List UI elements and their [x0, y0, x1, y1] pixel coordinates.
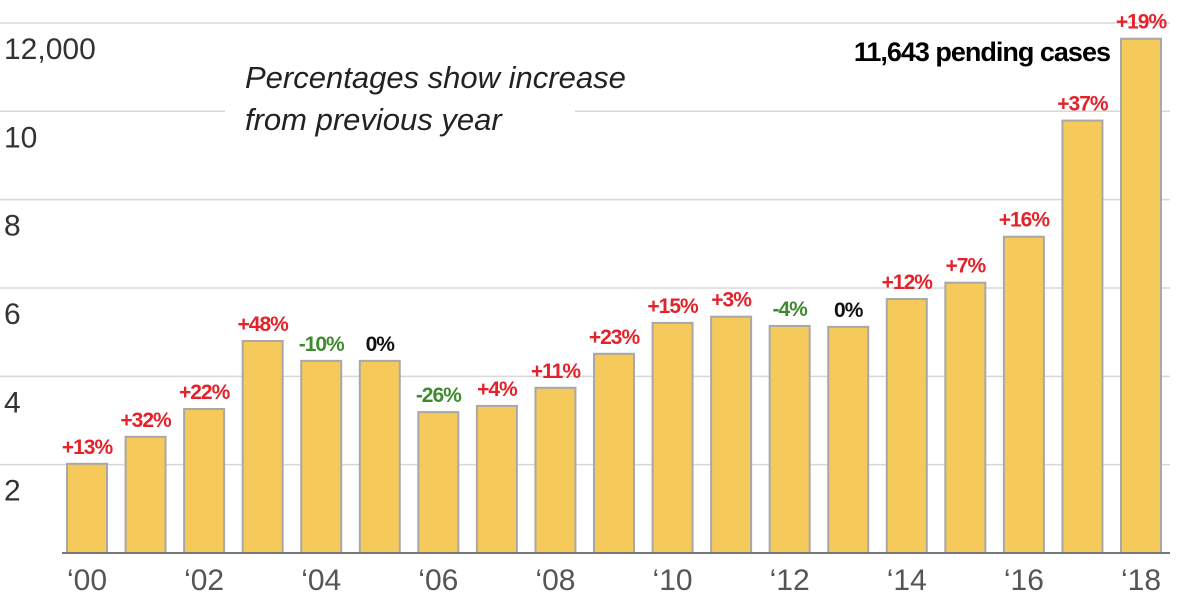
change-label: +3%	[711, 289, 752, 312]
bar	[827, 325, 870, 554]
annotation-bg	[800, 28, 1116, 72]
note: Percentages show increase	[245, 60, 626, 95]
change-label: +32%	[120, 409, 172, 432]
y-tick-label: 4	[4, 386, 21, 419]
bar	[651, 321, 694, 555]
bar	[183, 408, 226, 555]
bar	[475, 404, 518, 554]
change-label: +15%	[647, 295, 699, 318]
annotation: 11,643 pending cases	[854, 37, 1110, 67]
change-label: +48%	[238, 313, 290, 336]
bar	[66, 462, 108, 554]
bar	[710, 315, 753, 554]
x-tick-label: ‘04	[301, 564, 341, 597]
change-label: +7%	[946, 255, 987, 278]
bar	[417, 411, 460, 555]
change-label: +11%	[531, 360, 581, 383]
note: from previous year	[245, 102, 503, 137]
x-tick-label: ‘02	[184, 564, 224, 597]
x-tick-label: ‘14	[887, 564, 927, 597]
change-label: +12%	[882, 271, 934, 294]
x-tick-label: ‘08	[535, 564, 575, 597]
change-label: 0%	[366, 333, 396, 356]
y-tick-label: 2	[4, 475, 21, 508]
x-tick-label: ‘16	[1004, 564, 1044, 597]
change-label: -10%	[299, 333, 345, 356]
y-tick-label: 8	[4, 210, 21, 243]
y-tick-label: 6	[4, 298, 21, 331]
change-label: +23%	[589, 326, 641, 349]
bar	[593, 352, 635, 554]
bar	[124, 435, 167, 554]
x-tick-label: ‘00	[67, 564, 107, 597]
note-bg	[225, 55, 575, 145]
bar	[241, 339, 284, 554]
change-label: +4%	[477, 378, 518, 401]
bar	[534, 386, 577, 554]
change-label: +19%	[1116, 11, 1168, 34]
bar	[944, 281, 987, 554]
x-tick-label: ‘12	[770, 564, 810, 597]
bar	[1002, 235, 1045, 555]
change-label: +37%	[1057, 93, 1109, 116]
change-label: +16%	[999, 209, 1051, 232]
bar	[1120, 37, 1162, 554]
bar	[1061, 119, 1104, 554]
y-tick-label: 12,000	[4, 33, 96, 66]
change-label: -26%	[416, 384, 462, 407]
bar	[885, 298, 928, 555]
x-tick-label: ‘18	[1121, 564, 1161, 597]
x-tick-label: ‘06	[418, 564, 458, 597]
bar	[300, 359, 343, 554]
change-label: 0%	[834, 299, 864, 322]
change-label: +22%	[179, 381, 231, 404]
y-tick-label: 10	[4, 121, 37, 154]
change-label: +13%	[62, 436, 114, 459]
bar	[768, 324, 811, 554]
bar	[358, 359, 401, 554]
x-tick-label: ‘10	[653, 564, 693, 597]
change-label: -4%	[772, 298, 808, 321]
